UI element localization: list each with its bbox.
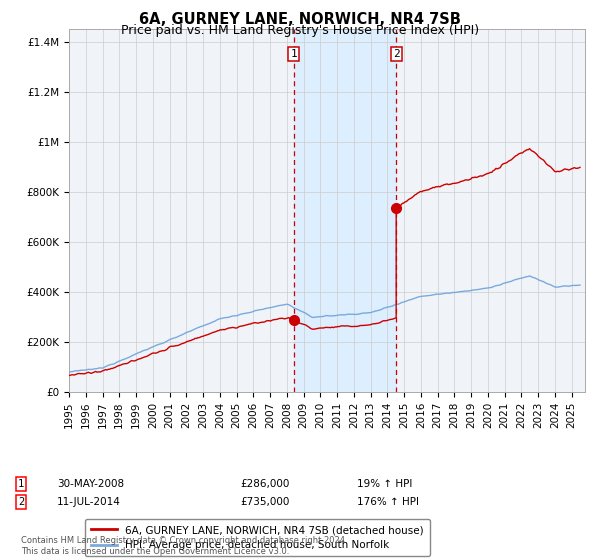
Text: 2: 2 bbox=[18, 497, 24, 507]
Text: 1: 1 bbox=[18, 479, 24, 489]
Text: £286,000: £286,000 bbox=[240, 479, 289, 489]
Text: 6A, GURNEY LANE, NORWICH, NR4 7SB: 6A, GURNEY LANE, NORWICH, NR4 7SB bbox=[139, 12, 461, 27]
Text: 1: 1 bbox=[290, 49, 297, 59]
Text: 2: 2 bbox=[393, 49, 400, 59]
Text: Price paid vs. HM Land Registry's House Price Index (HPI): Price paid vs. HM Land Registry's House … bbox=[121, 24, 479, 37]
Bar bbox=[293, 29, 396, 392]
Text: 176% ↑ HPI: 176% ↑ HPI bbox=[357, 497, 419, 507]
Text: £735,000: £735,000 bbox=[240, 497, 289, 507]
Text: 11-JUL-2014: 11-JUL-2014 bbox=[57, 497, 121, 507]
Text: 30-MAY-2008: 30-MAY-2008 bbox=[57, 479, 124, 489]
Text: 19% ↑ HPI: 19% ↑ HPI bbox=[357, 479, 412, 489]
Text: Contains HM Land Registry data © Crown copyright and database right 2024.
This d: Contains HM Land Registry data © Crown c… bbox=[21, 536, 347, 556]
Legend: 6A, GURNEY LANE, NORWICH, NR4 7SB (detached house), HPI: Average price, detached: 6A, GURNEY LANE, NORWICH, NR4 7SB (detac… bbox=[85, 519, 430, 557]
